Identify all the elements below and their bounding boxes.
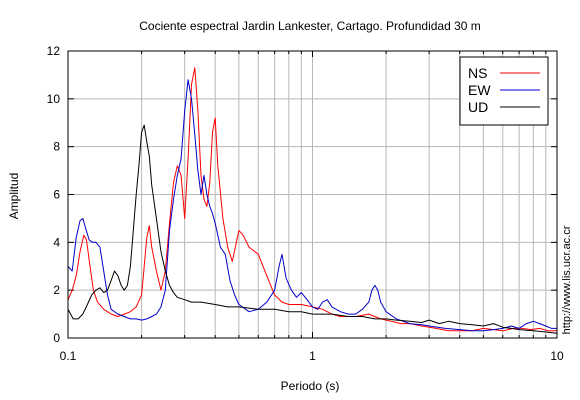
y-tick-label: 2 bbox=[53, 283, 60, 297]
x-tick-label: 10 bbox=[550, 349, 564, 363]
x-tick-label: 0.1 bbox=[60, 349, 77, 363]
y-tick-label: 6 bbox=[53, 188, 60, 202]
y-tick-label: 8 bbox=[53, 140, 60, 154]
y-axis-label: Amplitud bbox=[7, 173, 21, 220]
chart-title: Cociente espectral Jardin Lankester, Car… bbox=[139, 19, 481, 33]
y-tick-label: 0 bbox=[53, 331, 60, 345]
plot-frame bbox=[67, 50, 558, 339]
legend-label-ns: NS bbox=[468, 65, 487, 81]
legend-label-ud: UD bbox=[468, 99, 488, 115]
x-axis-label: Periodo (s) bbox=[281, 379, 340, 393]
y-axis: 0 2 4 6 8 10 12 bbox=[47, 44, 557, 345]
legend-label-ew: EW bbox=[468, 82, 491, 98]
series-line-ew bbox=[67, 79, 557, 332]
x-tick-label: 1 bbox=[309, 349, 316, 363]
y-tick-label: 10 bbox=[47, 92, 61, 106]
series-layer bbox=[67, 67, 558, 334]
series-line-ns bbox=[67, 67, 557, 332]
y-tick-label: 12 bbox=[47, 44, 61, 58]
y-tick-label: 4 bbox=[53, 235, 60, 249]
legend-box bbox=[459, 56, 549, 126]
x-axis: 0.1 1 10 bbox=[60, 51, 564, 363]
series-line-ud bbox=[67, 124, 558, 334]
watermark-url: http://www.lis.ucr.ac.cr bbox=[561, 225, 573, 334]
